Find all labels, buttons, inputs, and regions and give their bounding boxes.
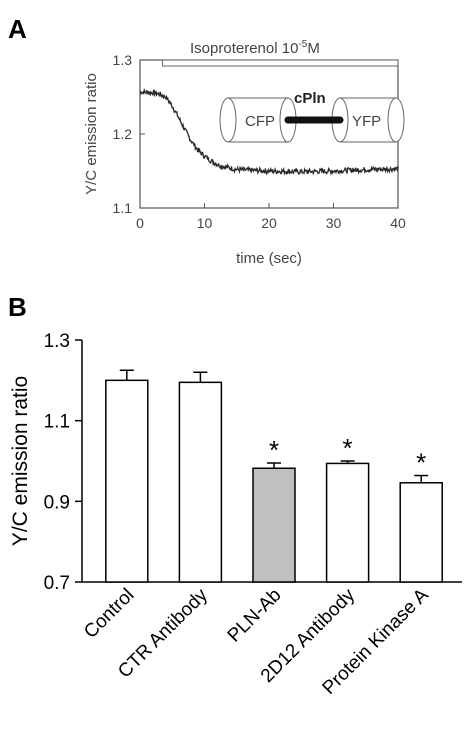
cfp-label: CFP	[245, 113, 275, 130]
panel-a-x-axis-label: time (sec)	[236, 250, 302, 267]
panel-b-y-axis-label: Y/C emission ratio	[9, 376, 32, 546]
panel-b-chart: 0.70.91.11.3 Y/C emission ratio ControlC…	[9, 331, 462, 699]
panel-a-x-tick-label: 30	[326, 215, 342, 231]
panel-a-x-tick-label: 10	[197, 215, 213, 231]
panel-b-y-tick-label: 0.9	[44, 492, 70, 513]
isoproterenol-label: Isoproterenol 10-5M	[190, 39, 320, 57]
panel-a-y-tick-label: 1.3	[113, 52, 133, 68]
bar-0	[105, 379, 149, 583]
panel-a-y-tick-label: 1.1	[113, 200, 133, 216]
bar-4	[399, 482, 443, 583]
category-label: Control	[80, 585, 138, 643]
panel-a-y-tick-label: 1.2	[113, 126, 133, 142]
isoproterenol-text: Isoproterenol 10	[190, 40, 298, 57]
bar-1	[178, 381, 223, 583]
panel-b-y-ticks: 0.7 0.9 1.1 1.3	[44, 331, 82, 594]
significance-star: *	[343, 433, 353, 463]
significance-star: *	[269, 435, 279, 465]
panel-a-y-axis-label: Y/C emission ratio	[83, 73, 100, 195]
panel-a-ticks: 0 10 20 30 40 1.1 1.2 1.3	[113, 52, 406, 231]
emission-ratio-trace	[139, 87, 399, 176]
panel-a-x-tick-label: 20	[261, 215, 277, 231]
isoproterenol-superscript: -5	[298, 39, 307, 50]
cpln-label: cPln	[294, 90, 326, 107]
isoproterenol-unit: M	[307, 40, 320, 57]
category-label: PLN-Ab	[224, 585, 286, 647]
panel-a-chart: 0 10 20 30 40 1.1 1.2 1.3 Y/C emission ratio ti…	[83, 39, 406, 267]
panel-b-y-tick-label: 1.3	[44, 331, 70, 352]
significance-star: *	[416, 448, 426, 478]
panel-a-letter: A	[8, 14, 27, 44]
bar-2	[252, 467, 296, 583]
bar-3	[325, 462, 370, 583]
panel-b-y-tick-label: 0.7	[44, 573, 70, 594]
cpln-sensor-inset: CFP YFP cPln	[219, 90, 405, 143]
isoproterenol-bar	[162, 59, 399, 67]
panel-a-x-tick-label: 40	[390, 215, 406, 231]
panel-a-x-tick-label: 0	[136, 215, 144, 231]
panel-b-y-tick-label: 1.1	[44, 412, 70, 433]
yfp-label: YFP	[352, 113, 381, 130]
panel-b-letter: B	[8, 292, 27, 322]
